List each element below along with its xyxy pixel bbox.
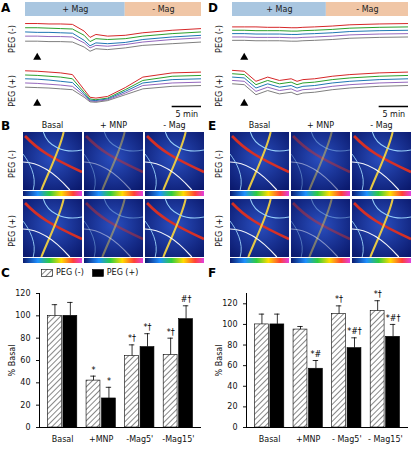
svg-text:40: 40 (20, 378, 30, 387)
svg-text:- Mag: - Mag (152, 5, 174, 14)
html-text:PEG (-): PEG (-) (214, 25, 224, 53)
svg-text:*: * (92, 366, 96, 375)
html-text:PEG (-): PEG (-) (56, 268, 84, 277)
svg-text:*#†: *#† (347, 327, 362, 336)
svg-text:-Mag15': -Mag15' (162, 435, 194, 444)
svg-text:% Basal: % Basal (215, 345, 224, 377)
svg-text:120: 120 (222, 299, 237, 308)
svg-text:5 min: 5 min (175, 110, 198, 119)
svg-text:- Mag: - Mag (356, 5, 378, 14)
svg-text:- Mag5': - Mag5' (332, 435, 362, 444)
svg-text:80: 80 (227, 341, 237, 350)
html-text:- Mag: - Mag (370, 121, 393, 130)
svg-text:- Mag15': - Mag15' (368, 435, 403, 444)
svg-text:% Basal: % Basal (8, 345, 17, 377)
svg-text:0: 0 (25, 423, 30, 432)
html-text:+ MNP: + MNP (100, 121, 127, 130)
svg-text:-Mag5': -Mag5' (126, 435, 153, 444)
svg-text:80: 80 (20, 334, 30, 343)
svg-text:100: 100 (15, 311, 30, 320)
html-text:E: E (208, 119, 217, 133)
html-text:PEG (+): PEG (+) (214, 215, 224, 247)
svg-text:*#: *# (311, 350, 322, 359)
html-text:+ MNP: + MNP (307, 121, 334, 130)
svg-text:+MNP: +MNP (296, 435, 321, 444)
svg-text:+ Mag: + Mag (62, 5, 88, 14)
svg-text:*†: *† (374, 290, 382, 299)
svg-text:60: 60 (20, 356, 30, 365)
html-text:PEG (+): PEG (+) (214, 75, 224, 107)
html-text:F: F (208, 265, 217, 280)
svg-text:+MNP: +MNP (89, 435, 114, 444)
html-text:PEG (-): PEG (-) (214, 150, 224, 178)
html-text:PEG (-): PEG (-) (7, 150, 17, 178)
svg-text:*#†: *#† (386, 314, 401, 323)
html-text:D: D (208, 1, 218, 15)
svg-text:5 min: 5 min (382, 110, 405, 119)
svg-text:60: 60 (227, 361, 237, 370)
html-text:PEG (+): PEG (+) (7, 75, 17, 107)
svg-text:*†: *† (335, 295, 343, 304)
svg-text:100: 100 (222, 320, 237, 329)
html-text:A: A (1, 1, 11, 15)
html-text:- Mag: - Mag (163, 121, 186, 130)
svg-text:120: 120 (15, 289, 30, 298)
html-text:PEG (+): PEG (+) (7, 215, 17, 247)
html-text:PEG (-): PEG (-) (7, 25, 17, 53)
html-text:Basal: Basal (248, 121, 271, 130)
html-text:Basal: Basal (41, 121, 64, 130)
svg-text:*†: *† (144, 323, 152, 332)
svg-text:20: 20 (227, 402, 237, 411)
html-text:C: C (1, 265, 10, 280)
svg-text:Basal: Basal (259, 435, 281, 444)
svg-text:Basal: Basal (52, 435, 74, 444)
svg-text:+ Mag: + Mag (266, 5, 292, 14)
svg-text:*†: *† (167, 328, 175, 337)
svg-text:#†: #† (181, 295, 192, 304)
svg-text:*: * (107, 377, 111, 386)
svg-text:20: 20 (20, 401, 30, 410)
svg-text:0: 0 (232, 423, 237, 432)
svg-text:40: 40 (227, 382, 237, 391)
svg-text:*†: *† (128, 334, 136, 343)
html-text:PEG (+): PEG (+) (106, 268, 139, 277)
html-text:B: B (1, 119, 11, 133)
